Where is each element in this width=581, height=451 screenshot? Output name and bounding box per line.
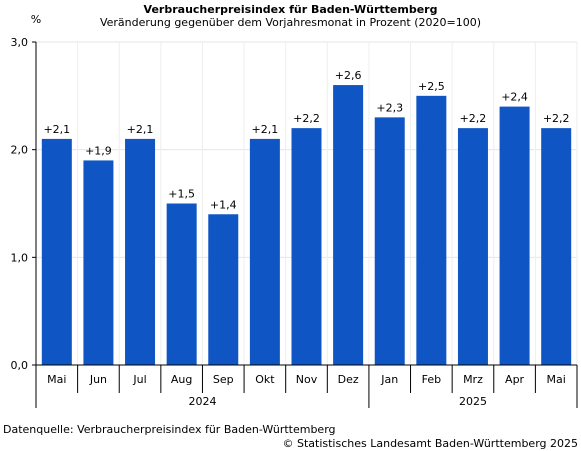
data-source: Datenquelle: Verbraucherpreisindex für B… [3, 423, 336, 436]
bars [41, 85, 572, 366]
value-label: +2,2 [293, 112, 320, 125]
x-tick-label: Okt [255, 373, 275, 386]
bar [208, 214, 239, 365]
x-tick-label: Feb [422, 373, 441, 386]
x-tick-label: Nov [296, 373, 318, 386]
value-labels: +2,1 +1,9 +2,1 +1,5 +1,4 +2,1 +2,2 +2,6 +2,3 +2,5… [43, 69, 569, 211]
value-label: +2,5 [418, 80, 445, 93]
x-tick-label: Sep [213, 373, 234, 386]
value-label: +2,1 [127, 123, 154, 136]
x-tick-label: Mrz [463, 373, 483, 386]
x-tick-label: Dez [338, 373, 359, 386]
value-label: +2,2 [543, 112, 570, 125]
bar [166, 203, 197, 365]
bar [83, 160, 114, 365]
value-label: +2,2 [460, 112, 487, 125]
copyright: © Statistisches Landesamt Baden-Württemb… [282, 437, 578, 450]
value-label: +1,9 [85, 144, 112, 157]
year-label: 2024 [188, 395, 216, 408]
bar [41, 138, 72, 365]
bar [499, 106, 530, 365]
bar [457, 128, 488, 365]
bar [291, 128, 322, 365]
bar [374, 117, 405, 365]
bar [249, 138, 280, 365]
bar [125, 138, 156, 365]
value-label: +2,1 [43, 123, 70, 136]
bar [333, 85, 364, 366]
x-tick-label: Jan [380, 373, 398, 386]
year-label: 2025 [459, 395, 487, 408]
x-tick-label: Mai [547, 373, 566, 386]
chart-title: Verbraucherpreisindex für Baden-Württemb… [143, 3, 438, 16]
value-label: +1,4 [210, 198, 237, 211]
y-tick-label: 1,0 [11, 251, 29, 264]
x-tick-label: Mai [47, 373, 66, 386]
x-tick-label: Apr [505, 373, 525, 386]
value-label: +2,3 [376, 101, 403, 114]
value-label: +2,6 [335, 69, 362, 82]
y-axis-label: % [31, 13, 41, 26]
y-axis-ticks: 0,0 1,0 2,0 3,0 [11, 36, 36, 372]
x-tick-label: Jun [89, 373, 107, 386]
x-tick-label: Jul [132, 373, 146, 386]
x-tick-label: Aug [171, 373, 192, 386]
bar-chart: % 0,01,02,03,0 +2,1+1,9+2,1+1,5+1,4+2,1+… [11, 13, 578, 408]
value-label: +2,4 [501, 91, 528, 104]
y-tick-label: 2,0 [11, 144, 29, 157]
chart-subtitle: Veränderung gegenüber dem Vorjahresmonat… [99, 16, 482, 29]
bar [541, 128, 572, 365]
bar [416, 95, 447, 365]
x-axis: Mai Jun Jul Aug Sep Okt Nov Dez Jan Feb Mrz Apr Mai 2… [35, 42, 578, 408]
y-tick-label: 0,0 [11, 359, 29, 372]
value-label: +1,5 [168, 188, 195, 201]
value-label: +2,1 [252, 123, 279, 136]
y-tick-label: 3,0 [11, 36, 29, 49]
